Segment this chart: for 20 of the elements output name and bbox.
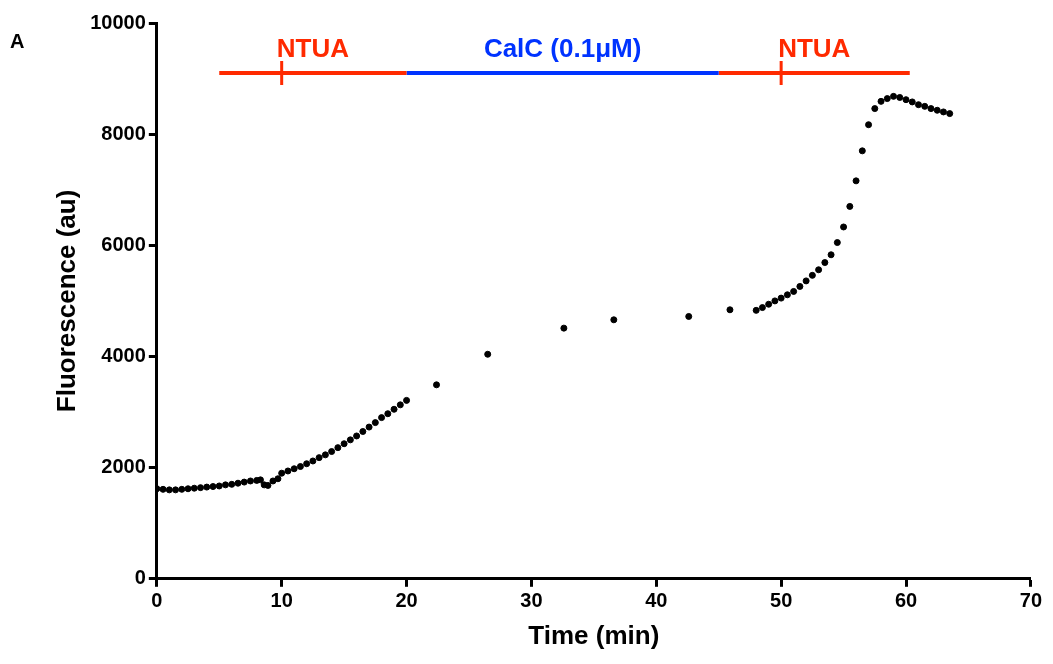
- x-tick-label: 60: [894, 589, 918, 612]
- y-tick-label: 10000: [90, 10, 146, 33]
- x-tick-label: 20: [395, 589, 418, 612]
- x-axis-title: Time (min): [528, 619, 660, 650]
- text: A: [10, 29, 25, 52]
- x-tick-label: 70: [1019, 589, 1042, 612]
- x-tick-label: 30: [520, 589, 543, 612]
- y-tick-label: 4000: [101, 344, 146, 366]
- series-label: CalC (0.1μM): [483, 33, 642, 64]
- y-tick-label: 6000: [101, 232, 146, 255]
- y-tick-label: 2000: [101, 455, 146, 478]
- x-tick-label: 10: [270, 589, 293, 612]
- series-label: NTUA: [276, 33, 350, 64]
- series-label: NTUA: [778, 33, 851, 64]
- y-tick-label: 0: [134, 566, 146, 589]
- x-tick-label: 40: [645, 589, 668, 612]
- x-tick-label: 0: [151, 589, 163, 612]
- x-tick-label: 50: [770, 589, 793, 612]
- y-tick-label: 8000: [101, 121, 146, 144]
- y-axis-title: Fluorescence (au): [50, 189, 81, 413]
